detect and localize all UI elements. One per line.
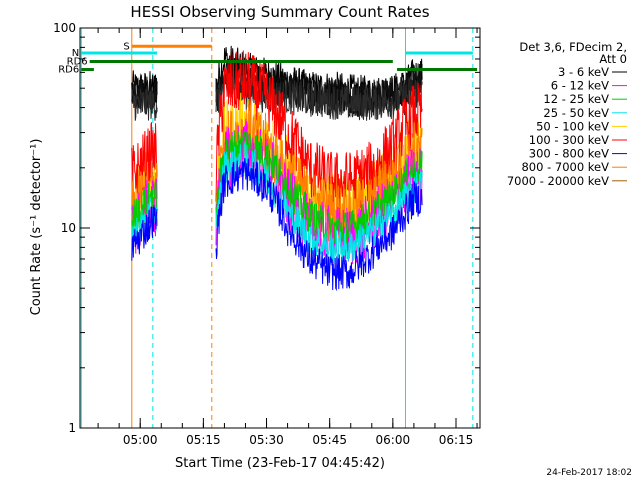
x-tick-label-3: 05:45 [312, 433, 347, 447]
legend-title-line-1: Att 0 [599, 52, 627, 66]
series-5-trace-0 [131, 122, 158, 200]
series-6-trace-1 [215, 158, 423, 292]
y-axis-title: Count Rate (s⁻¹ detector⁻¹) [29, 139, 44, 316]
flag-label-3: RD6 [67, 56, 88, 67]
legend-label-2: 12 - 25 keV [543, 92, 609, 106]
x-tick-label-5: 06:15 [439, 433, 474, 447]
x-tick-label-1: 05:15 [186, 433, 221, 447]
legend-label-5: 100 - 300 keV [529, 133, 609, 147]
legend-label-8: 7000 - 20000 keV [507, 174, 609, 188]
legend-label-6: 300 - 800 keV [529, 147, 609, 161]
flag-label-1: N [72, 48, 79, 59]
axes: 05:00 05:15 05:30 05:45 06:00 06:15 1 10 100 [53, 21, 481, 447]
legend-title-line-0: Det 3,6, FDecim 2, [519, 40, 627, 54]
x-tick-label-0: 05:00 [123, 433, 158, 447]
legend-label-4: 50 - 100 keV [536, 119, 609, 133]
series-3-trace-0 [131, 85, 158, 121]
footer-timestamp: 24-Feb-2017 18:02 [546, 468, 632, 478]
legend-label-3: 25 - 50 keV [543, 106, 609, 120]
series-extra-1-trace-0 [131, 178, 158, 233]
legend-label-1: 6 - 12 keV [551, 79, 609, 93]
chart-title: HESSI Observing Summary Count Rates [130, 3, 429, 21]
legend-label-0: 3 - 6 keV [558, 65, 609, 79]
x-tick-label-2: 05:30 [249, 433, 284, 447]
legend-label-7: 800 - 7000 keV [521, 160, 609, 174]
series-5-trace-1 [215, 50, 423, 213]
flag-label-0: S [123, 41, 129, 52]
y-tick-label-0: 1 [68, 421, 76, 435]
x-axis-title: Start Time (23-Feb-17 04:45:42) [175, 456, 385, 471]
flag-label-4: RD6 [58, 65, 79, 76]
series-6-trace-0 [131, 205, 158, 261]
y-tick-label-2: 100 [53, 21, 76, 35]
y-tick-label-1: 10 [61, 221, 76, 235]
x-tick-label-4: 06:00 [376, 433, 411, 447]
